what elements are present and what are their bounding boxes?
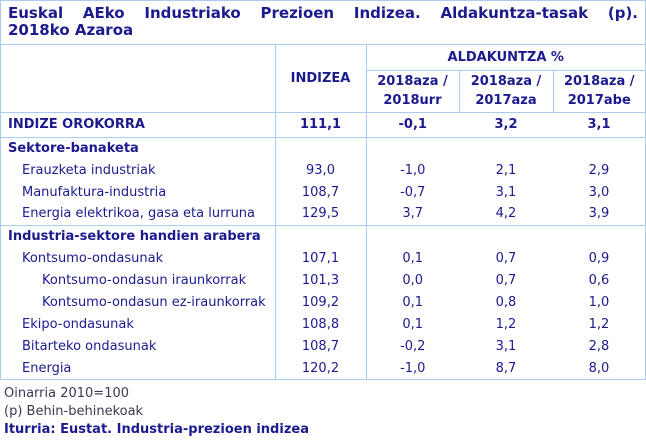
cell-change-year: 0,7 — [495, 272, 517, 288]
cell-index — [274, 137, 367, 159]
cell-change-month: -0,1 — [366, 112, 459, 138]
section-row-industria-sektore-handiak: Industria-sektore handien arabera — [1, 225, 645, 247]
cell-index — [274, 225, 367, 247]
table-row-bitarteko-ondasunak: Bitarteko ondasunak 108,7 -0,2 3,1 2,8 — [1, 335, 645, 357]
cell-change-ytd: 3,1 — [553, 112, 645, 138]
table-row-kontsumo-ez-iraunkorrak: Kontsumo-ondasun ez-iraunkorrak 109,2 0,… — [1, 291, 645, 313]
row-label: Erauzketa industriak — [22, 162, 156, 178]
cell-index: 129,5 — [274, 203, 367, 226]
cell-change-ytd: 8,0 — [588, 360, 610, 376]
column-header-2018aza-2017abe: 2018aza / 2017abe — [552, 70, 645, 113]
cell-change-ytd: 3,9 — [553, 203, 645, 226]
cell-index: 111,1 — [274, 112, 367, 138]
cell-index: 108,7 — [274, 181, 367, 203]
price-index-panel: Euskal AEko Industriako Prezioen Indizea… — [0, 0, 646, 380]
cell-change-year: 2,1 — [495, 162, 517, 178]
cell-change-ytd: 2,8 — [588, 338, 610, 354]
row-label: INDIZE OROKORRA — [1, 112, 275, 138]
row-label: Energia — [22, 360, 72, 376]
cell-change-ytd — [553, 225, 645, 247]
table-title-line1: Euskal AEko Industriako Prezioen Indizea… — [8, 4, 638, 22]
cell-change-year: 3,1 — [495, 184, 517, 200]
cell-index: 93,0 — [274, 159, 367, 181]
table-row-ekipo-ondasunak: Ekipo-ondasunak 108,8 0,1 1,2 1,2 — [1, 313, 645, 335]
cell-change-month — [366, 225, 459, 247]
column-header-2018aza-2018urr: 2018aza / 2018urr — [366, 70, 459, 113]
cell-change-year — [459, 137, 553, 159]
source-line: Iturria: Eustat. Industria-prezioen indi… — [4, 422, 309, 437]
cell-index: 108,8 — [274, 313, 367, 335]
header-row-periods: 2018aza / 2018urr 2018aza / 2017aza 2018… — [1, 70, 645, 113]
table-title: Euskal AEko Industriako Prezioen Indizea… — [1, 1, 645, 45]
table-row-indize-orokorra: INDIZE OROKORRA 111,1 -0,1 3,2 3,1 — [1, 112, 645, 138]
row-label: Manufaktura-industria — [22, 184, 167, 200]
section-row-sektore-banaketa: Sektore-banaketa — [1, 137, 645, 159]
footnotes: Oinarria 2010=100 (p) Behin-behinekoak I… — [0, 385, 646, 439]
row-label: Kontsumo-ondasunak — [22, 250, 164, 266]
table-row-energia: Energia 120,2 -1,0 8,7 8,0 — [1, 357, 645, 379]
footnote-base-year: Oinarria 2010=100 — [4, 386, 130, 401]
table-row-kontsumo-ondasunak: Kontsumo-ondasunak 107,1 0,1 0,7 0,9 — [1, 247, 645, 269]
row-label: Bitarteko ondasunak — [22, 338, 157, 354]
cell-change-ytd: 1,2 — [588, 316, 610, 332]
cell-change-year: 4,2 — [459, 203, 553, 226]
row-label: Ekipo-ondasunak — [22, 316, 134, 332]
cell-change-year: 1,2 — [495, 316, 517, 332]
cell-change-year: 8,7 — [495, 360, 517, 376]
cell-change-ytd: 3,0 — [588, 184, 610, 200]
cell-change-year: 0,8 — [495, 294, 517, 310]
column-header-indizea: INDIZEA — [274, 45, 367, 113]
column-group-header-aldakuntza: ALDAKUNTZA % — [366, 45, 645, 71]
cell-change-year: 3,1 — [495, 338, 517, 354]
cell-index: 101,3 — [274, 269, 367, 291]
cell-change-year — [459, 225, 553, 247]
section-label: Industria-sektore handien arabera — [8, 228, 261, 244]
cell-change-month: 0,1 — [402, 316, 424, 332]
price-index-table: INDIZEA ALDAKUNTZA % 2018aza / 2018urr 2… — [1, 45, 645, 379]
cell-change-ytd: 0,9 — [588, 250, 610, 266]
header-row-group: INDIZEA ALDAKUNTZA % — [1, 45, 645, 113]
row-label: Kontsumo-ondasun iraunkorrak — [42, 272, 247, 288]
cell-index: 107,1 — [274, 247, 367, 269]
cell-change-month: -1,0 — [400, 162, 426, 178]
cell-change-ytd: 2,9 — [588, 162, 610, 178]
table-row-energia-elektrikoa: Energia elektrikoa, gasa eta lurruna 129… — [1, 203, 645, 226]
cell-change-ytd — [553, 137, 645, 159]
table-row-manufaktura-industria: Manufaktura-industria 108,7 -0,7 3,1 3,0 — [1, 181, 645, 203]
cell-change-year: 0,7 — [495, 250, 517, 266]
cell-change-ytd: 0,6 — [588, 272, 610, 288]
cell-change-month: 0,0 — [402, 272, 424, 288]
header-empty-cell — [1, 45, 275, 113]
table-title-line2: 2018ko Azaroa — [8, 21, 134, 39]
cell-index: 108,7 — [274, 335, 367, 357]
row-label: Energia elektrikoa, gasa eta lurruna — [1, 203, 275, 226]
cell-change-month: 0,1 — [402, 250, 424, 266]
column-header-2018aza-2017aza: 2018aza / 2017aza — [458, 70, 553, 113]
cell-change-month: -1,0 — [400, 360, 426, 376]
table-row-erauzketa-industriak: Erauzketa industriak 93,0 -1,0 2,1 2,9 — [1, 159, 645, 181]
cell-change-year: 3,2 — [459, 112, 553, 138]
cell-change-month: -0,2 — [400, 338, 426, 354]
cell-change-ytd: 1,0 — [588, 294, 610, 310]
footnote-provisional: (p) Behin-behinekoak — [4, 404, 144, 419]
table-row-kontsumo-iraunkorrak: Kontsumo-ondasun iraunkorrak 101,3 0,0 0… — [1, 269, 645, 291]
section-label: Sektore-banaketa — [8, 140, 139, 156]
cell-index: 109,2 — [274, 291, 367, 313]
cell-change-month: 3,7 — [366, 203, 459, 226]
cell-change-month: -0,7 — [400, 184, 426, 200]
cell-change-month — [366, 137, 459, 159]
cell-change-month: 0,1 — [402, 294, 424, 310]
cell-index: 120,2 — [274, 357, 367, 379]
row-label: Kontsumo-ondasun ez-iraunkorrak — [42, 294, 266, 310]
